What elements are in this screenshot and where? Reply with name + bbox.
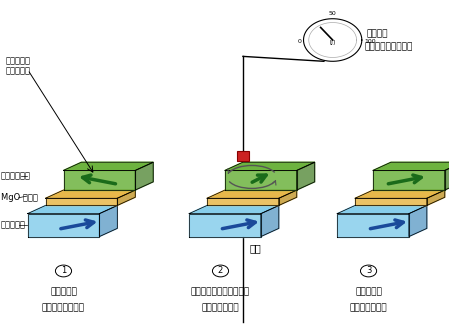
FancyBboxPatch shape [237, 151, 249, 161]
Text: 磁化が反平行状態: 磁化が反平行状態 [42, 304, 85, 313]
Polygon shape [261, 205, 279, 237]
Polygon shape [45, 198, 117, 205]
Text: 磁化が平行状態: 磁化が平行状態 [350, 304, 387, 313]
Polygon shape [45, 190, 135, 198]
Polygon shape [427, 190, 445, 205]
Polygon shape [99, 205, 117, 237]
Text: （トルクメーター）: （トルクメーター） [364, 42, 413, 51]
Text: 磁化の方向
を表す矢印: 磁化の方向 を表す矢印 [5, 56, 30, 76]
Text: 磁化固定層: 磁化固定層 [1, 221, 26, 230]
Polygon shape [27, 214, 99, 237]
Text: 3: 3 [366, 266, 371, 275]
Polygon shape [445, 162, 450, 190]
Polygon shape [189, 205, 279, 214]
Text: [J]: [J] [330, 40, 336, 45]
Polygon shape [279, 190, 297, 205]
Text: 電流: 電流 [250, 243, 261, 253]
Polygon shape [373, 162, 450, 170]
Text: 状態「０」: 状態「０」 [50, 287, 77, 296]
Text: 回転力計: 回転力計 [366, 29, 388, 38]
Text: 電流が作るトルクにより: 電流が作るトルクにより [191, 287, 250, 296]
Text: 磁化が回転する: 磁化が回転する [202, 304, 239, 313]
Polygon shape [189, 214, 261, 237]
Text: 0: 0 [297, 39, 301, 44]
Text: 磁化フリー層: 磁化フリー層 [1, 172, 31, 181]
Polygon shape [135, 162, 153, 190]
Polygon shape [355, 190, 445, 198]
Polygon shape [207, 190, 297, 198]
Polygon shape [337, 214, 409, 237]
Polygon shape [409, 205, 427, 237]
Text: MgO 絶縁層: MgO 絶縁層 [1, 193, 37, 202]
Polygon shape [373, 170, 445, 190]
Polygon shape [225, 170, 297, 190]
Polygon shape [117, 190, 135, 205]
Polygon shape [337, 205, 427, 214]
Polygon shape [297, 162, 315, 190]
Polygon shape [63, 162, 153, 170]
Text: 2: 2 [218, 266, 223, 275]
Text: 50: 50 [329, 11, 337, 16]
Polygon shape [355, 198, 427, 205]
Text: 100: 100 [364, 39, 376, 44]
Text: 状態「１」: 状態「１」 [355, 287, 382, 296]
Text: 1: 1 [61, 266, 66, 275]
Polygon shape [225, 162, 315, 170]
Polygon shape [27, 205, 117, 214]
Polygon shape [207, 198, 279, 205]
Polygon shape [63, 170, 135, 190]
